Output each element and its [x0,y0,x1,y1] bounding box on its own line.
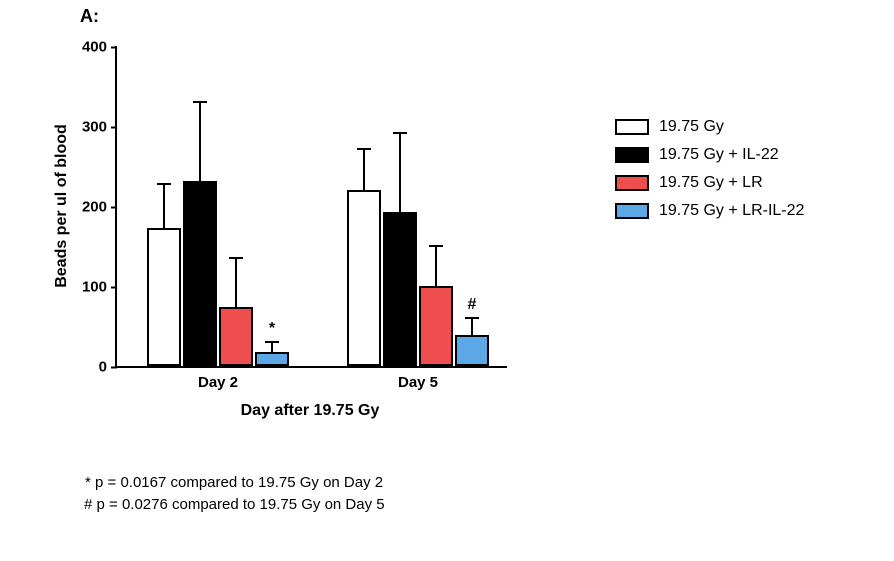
legend-swatch [615,147,649,163]
y-tick-mark [111,286,117,288]
bar [455,335,489,366]
y-tick-mark [111,46,117,48]
bar [419,286,453,366]
error-cap [465,317,479,319]
error-cap [265,341,279,343]
significance-marker: * [269,320,275,338]
footnote: * p = 0.0167 compared to 19.75 Gy on Day… [85,474,383,491]
y-tick-label: 0 [73,359,107,376]
y-tick-mark [111,206,117,208]
legend-item: 19.75 Gy + LR [615,174,804,192]
y-tick: 200 [73,199,117,216]
y-tick: 400 [73,39,117,56]
x-group-label: Day 5 [398,374,438,391]
y-tick: 0 [73,359,117,376]
error-cap [157,183,171,185]
footnote: # p = 0.0276 compared to 19.75 Gy on Day… [84,496,385,513]
legend-swatch [615,175,649,191]
error-bar [435,246,437,286]
bar [183,181,217,366]
bar [255,352,289,366]
legend-item: 19.75 Gy + LR-IL-22 [615,202,804,220]
error-cap [193,101,207,103]
legend-swatch [615,203,649,219]
error-cap [393,132,407,134]
legend-swatch [615,119,649,135]
error-bar [399,133,401,212]
y-tick-label: 400 [73,39,107,56]
legend-label: 19.75 Gy + LR-IL-22 [659,202,804,220]
bar [383,212,417,366]
legend-item: 19.75 Gy + IL-22 [615,146,804,164]
error-bar [471,318,473,335]
y-tick-label: 300 [73,119,107,136]
y-tick-label: 200 [73,199,107,216]
y-tick: 300 [73,119,117,136]
legend-label: 19.75 Gy + IL-22 [659,146,779,164]
error-bar [363,149,365,190]
error-bar [199,102,201,181]
plot-area: 0100200300400*Day 2#Day 5 [115,46,507,368]
y-tick-mark [111,366,117,368]
legend-label: 19.75 Gy + LR [659,174,763,192]
error-bar [163,184,165,227]
error-cap [357,148,371,150]
y-tick-mark [111,126,117,128]
legend-label: 19.75 Gy [659,118,724,136]
y-axis-title: Beads per ul of blood [53,124,71,288]
bar [347,190,381,366]
legend: 19.75 Gy 19.75 Gy + IL-22 19.75 Gy + LR 19.… [615,118,804,230]
y-tick: 100 [73,279,117,296]
x-group-label: Day 2 [198,374,238,391]
legend-item: 19.75 Gy [615,118,804,136]
y-tick-label: 100 [73,279,107,296]
error-bar [271,342,273,352]
bar [219,307,253,366]
significance-marker: # [468,296,477,314]
error-bar [235,258,237,307]
x-axis-title: Day after 19.75 Gy [115,402,505,420]
error-cap [429,245,443,247]
bar [147,228,181,366]
error-cap [229,257,243,259]
